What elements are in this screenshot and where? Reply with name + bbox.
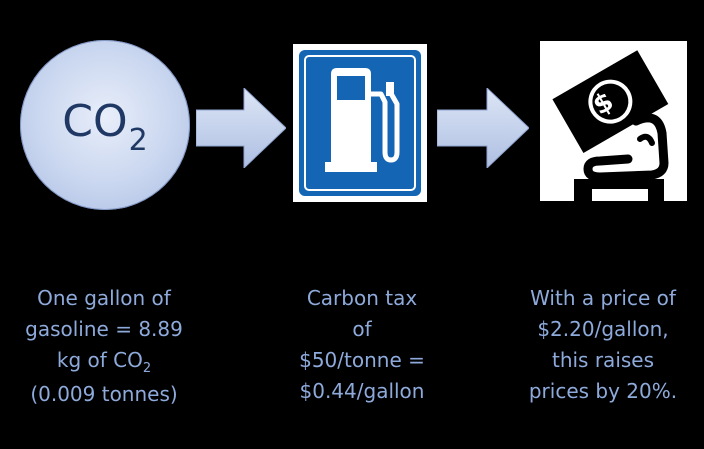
fuel-pump-icon — [293, 44, 427, 202]
co2-label-main: CO — [62, 96, 128, 147]
caption-price-line3: this raises — [551, 348, 655, 372]
caption-emissions: One gallon of gasoline = 8.89 kg of CO2 … — [0, 283, 208, 410]
caption-tax-line2: of — [352, 317, 372, 341]
caption-tax-line1: Carbon tax — [306, 286, 418, 310]
caption-tax: Carbon tax of $50/tonne = $0.44/gallon — [272, 283, 452, 407]
caption-price-line4: prices by 20%. — [528, 379, 678, 403]
right-arrow-icon — [437, 88, 529, 168]
caption-emissions-line3: kg of CO2 — [0, 345, 208, 379]
money-hand-panel: $ — [540, 41, 687, 201]
money-hand-icon: $ — [540, 41, 687, 201]
caption-emissions-line2: gasoline = 8.89 — [25, 317, 183, 341]
caption-tax-line4: $0.44/gallon — [299, 379, 425, 403]
caption-price-line1: With a price of — [530, 286, 676, 310]
co2-circle: CO 2 — [20, 40, 190, 210]
caption-emissions-line4: (0.009 tonnes) — [30, 382, 178, 406]
caption-price-line2: $2.20/gallon, — [537, 317, 669, 341]
caption-emissions-line3-subscript: 2 — [142, 361, 152, 376]
right-arrow-icon — [196, 88, 286, 168]
co2-label: CO 2 — [62, 96, 147, 156]
caption-price: With a price of $2.20/gallon, this raise… — [505, 283, 701, 407]
caption-emissions-line3-main: kg of CO — [56, 348, 143, 372]
caption-emissions-line1: One gallon of — [37, 286, 171, 310]
co2-label-subscript: 2 — [128, 123, 148, 158]
caption-tax-line3: $50/tonne = — [299, 348, 425, 372]
